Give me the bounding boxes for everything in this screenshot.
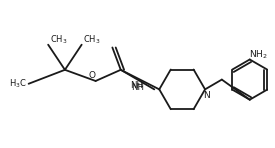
Text: CH$_3$: CH$_3$ [50, 33, 68, 46]
Text: CH$_3$: CH$_3$ [84, 33, 101, 46]
Text: N: N [203, 91, 210, 100]
Text: H$_3$C: H$_3$C [9, 78, 27, 90]
Text: NH: NH [130, 81, 144, 90]
Text: NH: NH [131, 83, 144, 92]
Text: O: O [89, 71, 95, 81]
Text: NH$_2$: NH$_2$ [249, 48, 268, 61]
